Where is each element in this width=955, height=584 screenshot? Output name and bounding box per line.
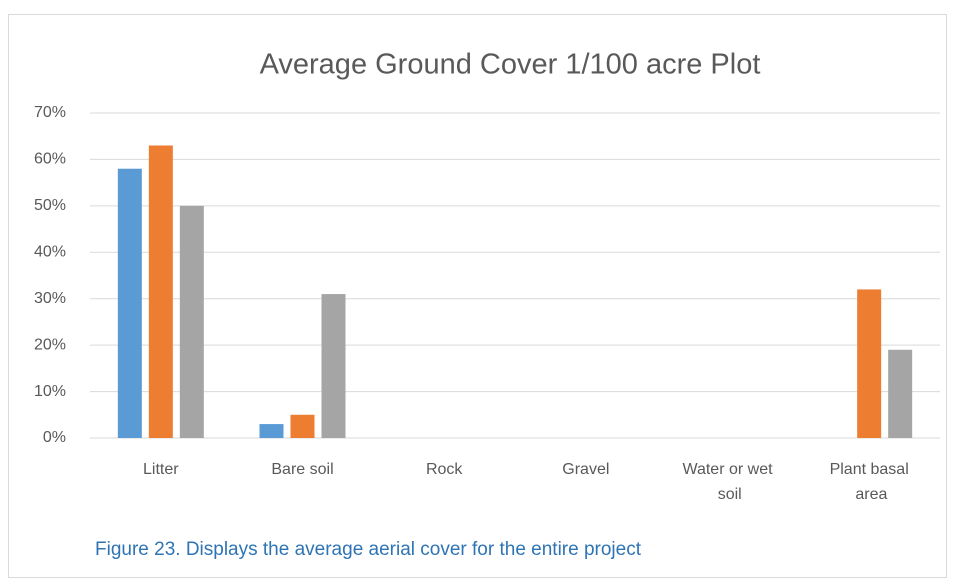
y-tick-label: 60%: [34, 151, 66, 168]
bar: [888, 349, 913, 438]
x-tick-label: Plant basal area: [830, 461, 909, 503]
bar: [857, 289, 882, 438]
x-tick-label: Water or wet soil: [682, 461, 773, 503]
bar: [148, 145, 173, 438]
bar: [117, 168, 142, 438]
x-tick-label: Litter: [143, 461, 179, 478]
chart-title: Average Ground Cover 1/100 acre Plot: [260, 49, 761, 81]
bar: [321, 294, 346, 438]
bar: [259, 424, 284, 438]
y-tick-label: 30%: [34, 290, 66, 307]
caption: Figure 23. Displays the average aerial c…: [95, 539, 642, 560]
x-tick-label: Rock: [426, 461, 463, 478]
x-tick-label: Bare soil: [271, 461, 333, 478]
y-tick-label: 20%: [34, 336, 66, 353]
y-tick-label: 40%: [34, 244, 66, 261]
y-tick-label: 10%: [34, 383, 66, 400]
bar: [179, 205, 204, 438]
y-tick-label: 50%: [34, 197, 66, 214]
y-tick-label: 70%: [34, 104, 66, 121]
bar: [290, 414, 315, 438]
x-tick-label: Gravel: [562, 461, 609, 478]
y-tick-label: 0%: [43, 429, 66, 446]
